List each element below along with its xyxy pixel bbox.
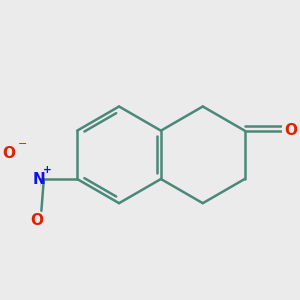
- Text: O: O: [31, 213, 44, 228]
- Text: O: O: [284, 123, 297, 138]
- Text: −: −: [18, 139, 27, 149]
- Text: O: O: [2, 146, 15, 161]
- Text: N: N: [33, 172, 46, 188]
- Text: +: +: [43, 165, 52, 175]
